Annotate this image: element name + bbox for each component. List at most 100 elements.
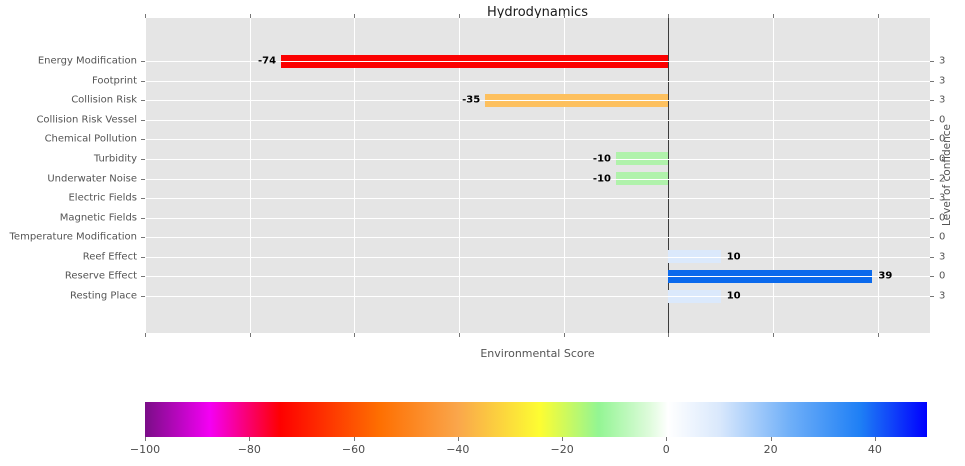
grid-line-horizontal xyxy=(145,119,930,121)
grid-line-vertical xyxy=(773,18,774,333)
confidence-value: 0 xyxy=(939,114,946,126)
grid-line-vertical xyxy=(354,18,356,333)
confidence-value: 3 xyxy=(939,290,946,302)
x-tick-bottom xyxy=(249,333,251,337)
x-tick-top xyxy=(773,14,774,18)
y-tick-left xyxy=(141,139,145,141)
y-tick-right xyxy=(930,119,934,121)
colorbar-tick-label: −60 xyxy=(341,443,366,456)
colorbar-tick-label: 20 xyxy=(763,443,778,456)
grid-line-horizontal xyxy=(145,217,930,219)
colorbar-tick xyxy=(562,437,564,441)
y-tick-right xyxy=(930,158,934,160)
category-label-energy-modification: Energy Modification xyxy=(37,55,137,67)
y-tick-left xyxy=(141,61,145,62)
grid-line-horizontal xyxy=(145,237,930,239)
colorbar-tick xyxy=(249,437,251,441)
x-tick-top xyxy=(459,14,460,18)
y-tick-right xyxy=(930,61,934,62)
grid-line-horizontal xyxy=(145,256,930,258)
grid-line-vertical xyxy=(145,18,146,333)
colorbar-tick xyxy=(874,437,876,441)
y-tick-left xyxy=(141,158,145,160)
y-tick-right xyxy=(930,198,934,200)
y-tick-left xyxy=(141,276,145,278)
x-axis-title: Environmental Score xyxy=(480,347,595,360)
y-tick-right xyxy=(930,80,934,82)
confidence-value: 3 xyxy=(939,251,946,263)
colorbar-tick-label: −40 xyxy=(446,443,470,456)
y-tick-left xyxy=(141,296,145,297)
right-axis-title: Level of confidence xyxy=(941,124,953,226)
grid-line-horizontal xyxy=(145,276,930,278)
y-tick-left xyxy=(141,178,145,180)
bar-value-label: 10 xyxy=(726,251,741,263)
x-tick-bottom xyxy=(459,333,460,337)
confidence-value: 2 xyxy=(939,173,946,184)
category-label-temperature-modification: Temperature Modification xyxy=(9,231,137,243)
category-label-magnetic-fields: Magnetic Fields xyxy=(59,212,137,224)
confidence-value: 3 xyxy=(939,55,946,67)
bar-value-label: -10 xyxy=(592,153,611,165)
confidence-value: 0 xyxy=(939,133,946,145)
colorbar-tick xyxy=(666,437,668,441)
confidence-value: 3 xyxy=(939,192,946,204)
grid-line-horizontal xyxy=(145,139,930,141)
plot-area: -74 -35 -10 -10 10 39 10 xyxy=(145,18,930,333)
confidence-value: 0 xyxy=(939,231,946,243)
confidence-value: 0 xyxy=(939,153,946,165)
y-tick-right xyxy=(930,139,934,141)
confidence-value: 0 xyxy=(939,212,946,224)
y-tick-right xyxy=(930,276,934,278)
y-tick-right xyxy=(930,256,934,258)
confidence-value: 0 xyxy=(939,270,946,282)
colorbar xyxy=(145,402,927,437)
y-tick-right xyxy=(930,178,934,180)
x-tick-bottom xyxy=(668,333,670,337)
x-tick-top xyxy=(668,14,670,18)
bar-value-label: -35 xyxy=(462,94,481,106)
category-label-collision-risk-vessel: Collision Risk Vessel xyxy=(36,114,137,126)
grid-line-horizontal xyxy=(145,158,930,160)
category-label-chemical-pollution: Chemical Pollution xyxy=(44,133,137,145)
grid-line-horizontal xyxy=(145,80,930,82)
chart-title: Hydrodynamics xyxy=(486,5,589,20)
confidence-value: 3 xyxy=(939,94,946,106)
colorbar-tick-label: 0 xyxy=(662,443,670,456)
grid-line-horizontal xyxy=(145,296,930,297)
category-label-underwater-noise: Underwater Noise xyxy=(47,173,137,184)
y-tick-left xyxy=(141,119,145,121)
colorbar-tick xyxy=(145,437,146,441)
confidence-value: 3 xyxy=(939,75,946,87)
colorbar-tick-label: 40 xyxy=(867,443,882,456)
bar-value-label: 10 xyxy=(726,290,741,302)
colorbar-tick xyxy=(457,437,459,441)
grid-line-vertical xyxy=(877,18,879,333)
y-tick-right xyxy=(930,100,934,102)
bar-value-label: -10 xyxy=(592,173,611,184)
x-tick-bottom xyxy=(354,333,356,337)
colorbar-tick-label: −80 xyxy=(237,443,261,456)
grid-line-horizontal xyxy=(145,100,930,102)
x-tick-top xyxy=(563,14,565,18)
y-tick-left xyxy=(141,198,145,200)
x-tick-bottom xyxy=(773,333,774,337)
category-label-electric-fields: Electric Fields xyxy=(68,192,137,204)
colorbar-tick-label: −20 xyxy=(550,443,574,456)
y-tick-right xyxy=(930,296,934,297)
x-tick-bottom xyxy=(145,333,146,337)
colorbar-tick-label: −100 xyxy=(129,443,161,456)
x-tick-top xyxy=(877,14,879,18)
grid-line-horizontal xyxy=(145,178,930,180)
category-label-reef-effect: Reef Effect xyxy=(82,251,137,263)
category-label-turbidity: Turbidity xyxy=(93,153,137,165)
grid-line-vertical xyxy=(459,18,460,333)
y-tick-left xyxy=(141,80,145,82)
y-tick-right xyxy=(930,217,934,219)
grid-line-horizontal xyxy=(145,61,930,62)
x-tick-top xyxy=(249,14,251,18)
category-label-reserve-effect: Reserve Effect xyxy=(64,270,137,282)
y-tick-left xyxy=(141,256,145,258)
colorbar-tick xyxy=(770,437,772,441)
